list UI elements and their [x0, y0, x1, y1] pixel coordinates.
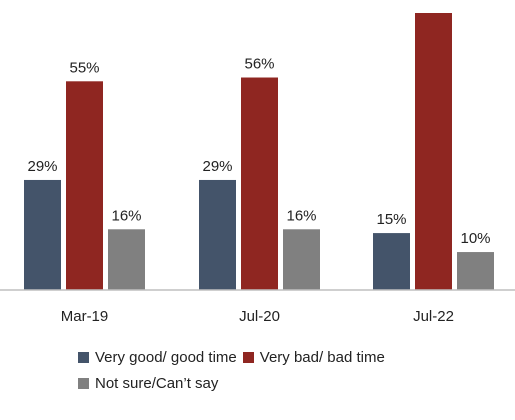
- legend-item-not-sure: Not sure/Can’t say: [78, 375, 218, 392]
- legend-swatch-bad: [242, 351, 254, 363]
- legend-label-bad: Very bad/ bad time: [259, 348, 385, 366]
- bars-layer: [24, 13, 494, 291]
- bar-Jul-20-2: [283, 229, 320, 290]
- legend-row-1: Very good/ good time Very bad/ bad time: [78, 344, 498, 370]
- data-label-Jul-20-0: 29%: [202, 158, 232, 175]
- data-label-Jul-20-2: 16%: [286, 207, 316, 224]
- category-label-Mar-19: Mar-19: [61, 308, 109, 325]
- data-label-Mar-19-1: 55%: [69, 59, 99, 76]
- data-label-Mar-19-0: 29%: [27, 158, 57, 175]
- data-label-Jul-22-0: 15%: [376, 211, 406, 228]
- legend-label-not-sure: Not sure/Can’t say: [95, 374, 219, 392]
- bar-Mar-19-2: [108, 229, 145, 290]
- legend-label-good: Very good/ good time: [95, 348, 237, 366]
- data-label-Jul-20-1: 56%: [244, 56, 274, 73]
- legend-row-2: Not sure/Can’t say: [78, 370, 498, 396]
- legend-swatch-good: [78, 351, 89, 363]
- category-label-Jul-22: Jul-22: [413, 308, 454, 325]
- bar-Jul-22-2: [457, 252, 494, 290]
- legend-item-good: Very good/ good time: [78, 349, 237, 366]
- bar-Jul-20-1: [241, 77, 278, 290]
- legend-item-bad: Very bad/ bad time: [242, 348, 385, 366]
- data-label-Jul-22-2: 10%: [460, 230, 490, 247]
- legend: Very good/ good time Very bad/ bad time …: [78, 344, 498, 396]
- bar-Jul-20-0: [199, 179, 236, 290]
- bar-Mar-19-1: [66, 81, 103, 291]
- bar-Mar-19-0: [24, 179, 61, 290]
- labels-layer: 29% 55% 16% Mar-19 29% 56% 16% Jul-20 15% 10% Jul-…: [27, 56, 490, 325]
- bar-Jul-22-0: [373, 233, 410, 290]
- bar-Jul-22-1: [415, 13, 452, 290]
- category-label-Jul-20: Jul-20: [239, 308, 280, 325]
- data-label-Mar-19-2: 16%: [111, 207, 141, 224]
- legend-swatch-not-sure: [78, 377, 89, 389]
